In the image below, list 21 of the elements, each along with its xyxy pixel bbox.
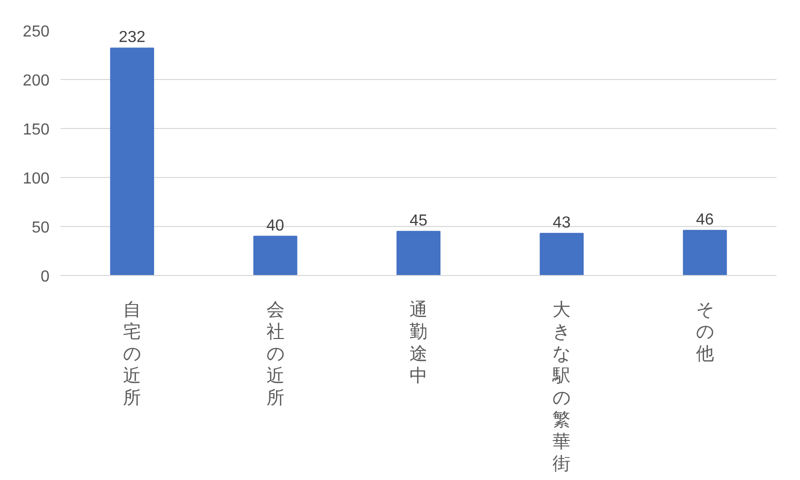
x-tick-label: 自宅の近所 (123, 300, 142, 408)
bar (396, 230, 440, 276)
bar (682, 230, 727, 276)
bar (253, 236, 298, 276)
data-label: 45 (410, 212, 428, 230)
x-tick-label: 会社の近所 (266, 300, 284, 408)
y-tick-label: 250 (22, 24, 50, 40)
y-tick-label: 0 (40, 268, 50, 286)
bar (540, 232, 584, 276)
data-label: 43 (552, 214, 571, 232)
y-tick-label: 150 (22, 122, 50, 138)
x-tick-label: 大きな駅の繁華街 (552, 300, 571, 474)
y-tick-label: 50 (32, 220, 50, 236)
y-tick-label: 100 (22, 170, 50, 188)
x-tick-label: 通勤途中 (410, 300, 428, 386)
y-tick-label: 200 (22, 72, 50, 90)
data-label: 46 (696, 211, 714, 228)
bar (110, 48, 154, 276)
data-label: 40 (266, 217, 284, 234)
data-label: 232 (118, 29, 146, 46)
x-tick-label: その他 (696, 300, 714, 364)
